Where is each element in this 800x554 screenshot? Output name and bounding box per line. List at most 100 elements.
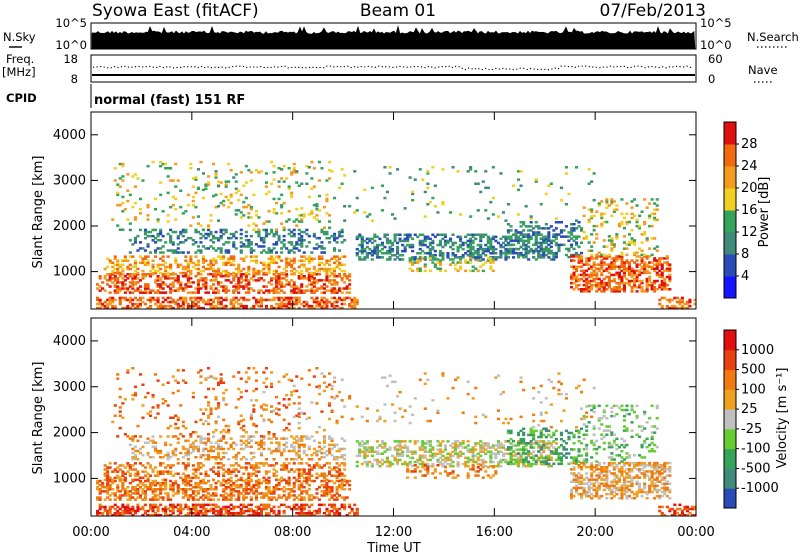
velocity-cell [194, 507, 198, 511]
velocity-cell [207, 367, 211, 370]
power-cell [121, 210, 125, 213]
power-cell [484, 243, 488, 247]
power-cell [340, 277, 344, 280]
power-cell [116, 203, 120, 207]
power-cell [176, 263, 180, 267]
power-cell [191, 195, 195, 199]
velocity-cell [159, 481, 163, 485]
velocity-cell [106, 468, 110, 471]
power-cell [207, 183, 211, 186]
power-cell [476, 254, 480, 257]
velocity-cell [275, 483, 279, 487]
velocity-cell [131, 488, 135, 491]
power-cell [519, 233, 523, 236]
power-cell [443, 243, 447, 247]
power-cell [259, 251, 263, 254]
velocity-cell [186, 447, 190, 451]
power-cell [633, 241, 637, 244]
velocity-cell [335, 498, 339, 501]
velocity-cell [136, 439, 140, 442]
velocity-cell [257, 513, 261, 517]
velocity-cell [171, 490, 175, 493]
velocity-cell [212, 488, 216, 491]
velocity-cell [320, 410, 324, 413]
velocity-cell [239, 395, 243, 399]
power-cell [388, 249, 392, 253]
velocity-cell [184, 474, 188, 477]
power-cell [184, 255, 188, 258]
power-cell [401, 258, 405, 261]
power-cell [423, 265, 427, 268]
power-cell [184, 298, 188, 302]
power-cell [602, 257, 606, 260]
power-cell [597, 255, 601, 258]
power-cell [575, 279, 579, 283]
velocity-cell [199, 381, 203, 384]
velocity-cell [232, 470, 236, 473]
power-cell [133, 302, 137, 306]
power-cell [194, 176, 198, 179]
power-cell [201, 306, 205, 310]
power-cell [310, 277, 314, 280]
power-cell [292, 232, 296, 236]
velocity-cell [267, 479, 271, 483]
power-cell [509, 237, 513, 240]
power-cell [544, 253, 548, 257]
power-cell [471, 245, 475, 249]
power-cell [252, 193, 256, 197]
power-cell [411, 245, 415, 249]
power-cell [592, 273, 596, 277]
velocity-cell [111, 492, 115, 495]
velocity-cell [325, 513, 329, 517]
velocity-cell [343, 498, 347, 501]
power-cell [237, 306, 241, 310]
power-cell [549, 252, 553, 255]
power-cell [275, 302, 279, 306]
velocity-cell [300, 458, 304, 461]
power-cell [229, 273, 233, 276]
velocity-cell [272, 490, 276, 493]
power-cell [373, 247, 377, 251]
power-cell [118, 271, 122, 275]
velocity-cell [222, 437, 226, 440]
power-cell [229, 263, 233, 267]
power-cell [640, 249, 644, 252]
power-cell [612, 243, 616, 246]
velocity-cell [234, 490, 238, 493]
power-cell [174, 208, 178, 211]
power-cell [305, 289, 309, 292]
power-cell [675, 306, 679, 310]
power-cell [335, 263, 339, 267]
power-cell [149, 306, 153, 310]
power-cell [438, 252, 442, 255]
power-cell [330, 267, 334, 271]
velocity-cell [212, 445, 216, 449]
power-cell [146, 203, 150, 207]
power-cell [116, 191, 120, 195]
power-cell [275, 296, 279, 300]
power-cell [305, 302, 309, 306]
power-cell [275, 306, 279, 310]
velocity-cell [330, 453, 334, 457]
power-cell [582, 275, 586, 279]
velocity-cell [333, 513, 337, 517]
velocity-cell [214, 503, 218, 507]
power-cell [577, 255, 581, 258]
velocity-cell [315, 511, 319, 515]
power-cell [514, 251, 518, 255]
velocity-cell [164, 400, 168, 403]
velocity-cell [181, 507, 185, 511]
power-cell [101, 302, 105, 306]
velocity-cell [312, 479, 316, 483]
velocity-cell [101, 490, 105, 493]
power-cell [302, 239, 306, 242]
power-cell [554, 235, 558, 239]
power-cell [300, 239, 304, 242]
power-cell [212, 267, 216, 271]
power-cell [650, 288, 654, 291]
power-cell [259, 170, 263, 173]
velocity-cell [181, 481, 185, 485]
velocity-cell [194, 505, 198, 509]
velocity-cell [307, 498, 311, 501]
power-cell [277, 291, 281, 294]
